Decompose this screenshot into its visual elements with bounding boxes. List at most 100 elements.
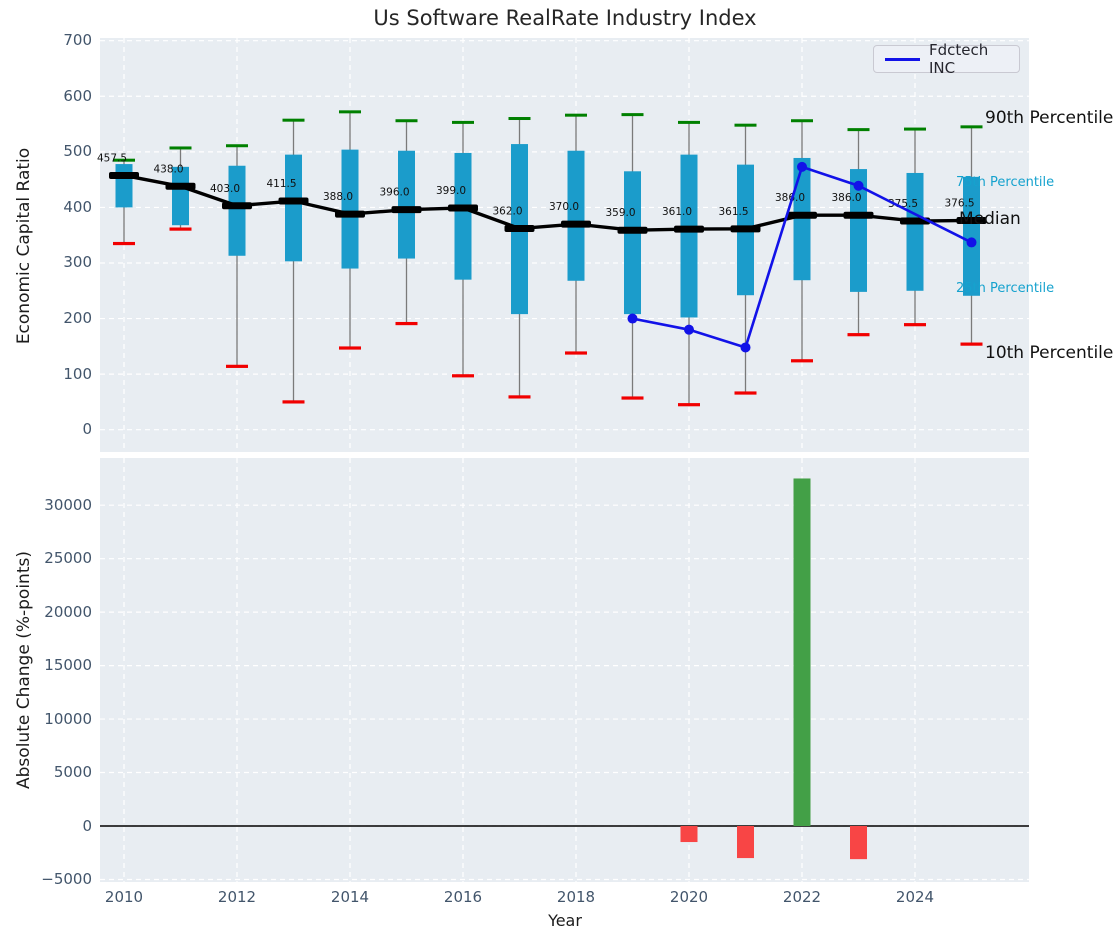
- x-tick-2018: 2018: [556, 888, 596, 906]
- p10-cap-2023: [847, 333, 870, 337]
- median-value-label-2011: 438.0: [153, 163, 183, 175]
- top-y-tick-400: 400: [63, 197, 92, 216]
- p10-cap-2015: [395, 321, 418, 326]
- x-tick-2010: 2010: [104, 888, 144, 906]
- annotation-10th-percentile: 10th Percentile: [985, 343, 1114, 363]
- p10-cap-2021: [734, 391, 757, 395]
- median-marker-2010: [109, 171, 139, 179]
- top-y-tick-100: 100: [63, 364, 92, 383]
- median-value-label-2022: 386.0: [775, 192, 805, 204]
- x-tick-2012: 2012: [217, 888, 257, 906]
- bottom-y-tick-0: 0: [82, 816, 92, 835]
- company-line: [632, 165, 973, 350]
- iqr-box-2022: [793, 157, 811, 281]
- p10-cap-2025: [960, 342, 983, 346]
- median-marker-2015: [391, 206, 422, 214]
- p90-cap-2017: [508, 117, 531, 121]
- p90-cap-2022: [791, 119, 813, 123]
- iqr-box-2025: [963, 176, 980, 296]
- median-value-label-2014: 388.0: [323, 191, 353, 203]
- iqr-box-2015: [398, 150, 415, 259]
- p90-cap-2015: [395, 119, 418, 123]
- legend-label: Fdctech INC: [928, 41, 989, 77]
- iqr-box-2018: [567, 150, 585, 281]
- p90-cap-2024: [904, 127, 926, 131]
- median-value-label-2012: 403.0: [210, 183, 240, 195]
- median-value-label-2023: 386.0: [831, 192, 861, 204]
- median-marker-2016: [448, 204, 478, 212]
- iqr-box-2016: [454, 152, 472, 280]
- company-point-2020: [684, 324, 694, 335]
- percentile-boxplot-chart: 457.5 438.0 403.0 411.5 388.0 396.0 399.0 362.0…: [97, 38, 1029, 452]
- absolute-change-bar-chart: [100, 458, 1029, 882]
- p90-cap-2010: [113, 158, 135, 162]
- median-value-label-2010: 457.5: [97, 152, 127, 164]
- median-value-label-2016: 399.0: [436, 185, 466, 197]
- median-value-label-2015: 396.0: [379, 187, 409, 199]
- median-marker-2022: [787, 211, 817, 219]
- median-marker-2021: [730, 225, 761, 233]
- p90-cap-2014: [339, 110, 361, 114]
- iqr-box-2012: [228, 165, 246, 256]
- bottom-y-tick--5000: −5000: [41, 869, 92, 888]
- p90-cap-2018: [565, 113, 587, 117]
- change-bar-2023: [850, 826, 867, 860]
- annotation-median: Median: [959, 209, 1021, 229]
- p90-cap-2019: [621, 113, 644, 117]
- company-point-2023: [853, 180, 864, 191]
- p10-cap-2018: [565, 351, 587, 355]
- p10-cap-2010: [113, 241, 135, 246]
- p10-cap-2011: [169, 227, 192, 231]
- change-bar-2022: [793, 478, 811, 826]
- x-tick-2014: 2014: [330, 888, 370, 906]
- bottom-plot-area: [100, 458, 1029, 882]
- iqr-box-2013: [285, 154, 302, 262]
- p90-cap-2025: [960, 125, 983, 129]
- p10-cap-2016: [452, 374, 474, 378]
- p10-cap-2012: [226, 364, 248, 368]
- top-y-tick-200: 200: [63, 309, 92, 328]
- annotation-75th-percentile: 75th Percentile: [956, 175, 1055, 190]
- p10-cap-2019: [621, 396, 644, 400]
- x-tick-2024: 2024: [895, 888, 935, 906]
- top-y-tick-0: 0: [82, 420, 92, 439]
- iqr-box-2010: [115, 164, 133, 208]
- p10-cap-2013: [282, 400, 305, 404]
- iqr-box-2019: [624, 171, 641, 315]
- median-marker-2012: [222, 202, 252, 210]
- median-value-label-2024: 375.5: [888, 198, 918, 210]
- company-point-2022: [797, 161, 807, 172]
- top-y-tick-600: 600: [63, 86, 92, 105]
- legend-line-swatch: [885, 57, 920, 61]
- p90-cap-2013: [282, 118, 305, 122]
- top-y-tick-700: 700: [63, 31, 92, 50]
- x-tick-2022: 2022: [782, 888, 822, 906]
- median-marker-2023: [843, 211, 874, 219]
- median-value-label-2019: 359.0: [605, 207, 635, 219]
- p90-cap-2011: [169, 146, 192, 150]
- median-marker-2025: [956, 216, 987, 224]
- p10-cap-2020: [678, 403, 700, 407]
- iqr-box-2020: [680, 154, 698, 318]
- top-y-tick-500: 500: [63, 142, 92, 161]
- median-value-label-2017: 362.0: [492, 206, 522, 218]
- median-marker-2013: [278, 197, 309, 205]
- top-y-tick-300: 300: [63, 253, 92, 272]
- median-marker-2019: [617, 226, 648, 234]
- median-marker-2020: [674, 225, 704, 233]
- p10-cap-2014: [339, 346, 361, 350]
- median-marker-2018: [561, 220, 591, 228]
- iqr-box-2024: [906, 172, 924, 291]
- median-value-label-2018: 370.0: [549, 201, 579, 213]
- iqr-box-2011: [172, 166, 189, 226]
- top-plot-area: 457.5 438.0 403.0 411.5 388.0 396.0 399.0 362.0…: [97, 38, 1029, 452]
- company-point-2019: [627, 313, 638, 324]
- x-axis-label: Year: [548, 911, 582, 930]
- median-value-label-2025: 376.5: [944, 197, 974, 209]
- median-value-label-2013: 411.5: [266, 178, 296, 190]
- annotation-90th-percentile: 90th Percentile: [985, 108, 1114, 128]
- iqr-box-2023: [850, 169, 867, 292]
- median-line: [123, 173, 972, 232]
- p90-cap-2023: [847, 128, 870, 132]
